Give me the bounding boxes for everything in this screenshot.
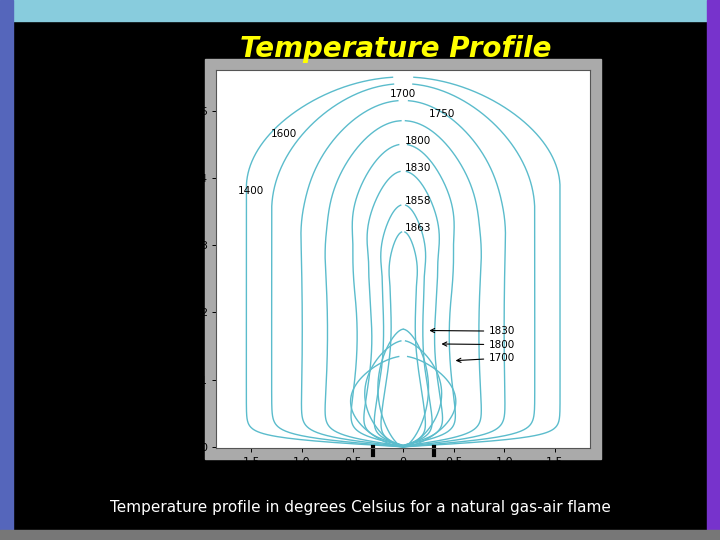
Text: cm: cm [496, 479, 513, 489]
Y-axis label: Distance above orifice , cm: Distance above orifice , cm [186, 188, 196, 330]
Text: 1750: 1750 [428, 109, 455, 119]
Text: Burner tip: Burner tip [374, 491, 433, 504]
Text: 1800: 1800 [405, 136, 431, 146]
Text: 1830: 1830 [431, 326, 516, 336]
Text: 1600: 1600 [271, 129, 297, 139]
Text: 1863: 1863 [405, 223, 431, 233]
Text: 1400: 1400 [238, 186, 264, 196]
Text: Temperature profile in degrees Celsius for a natural gas-air flame: Temperature profile in degrees Celsius f… [109, 500, 611, 515]
Text: Temperature Profile: Temperature Profile [240, 35, 552, 63]
Text: 1830: 1830 [405, 163, 431, 173]
Text: 1858: 1858 [405, 197, 431, 206]
Text: 1700: 1700 [390, 89, 416, 99]
Text: cm: cm [294, 479, 310, 489]
Text: 1800: 1800 [443, 340, 516, 349]
Text: 1700: 1700 [456, 353, 516, 363]
